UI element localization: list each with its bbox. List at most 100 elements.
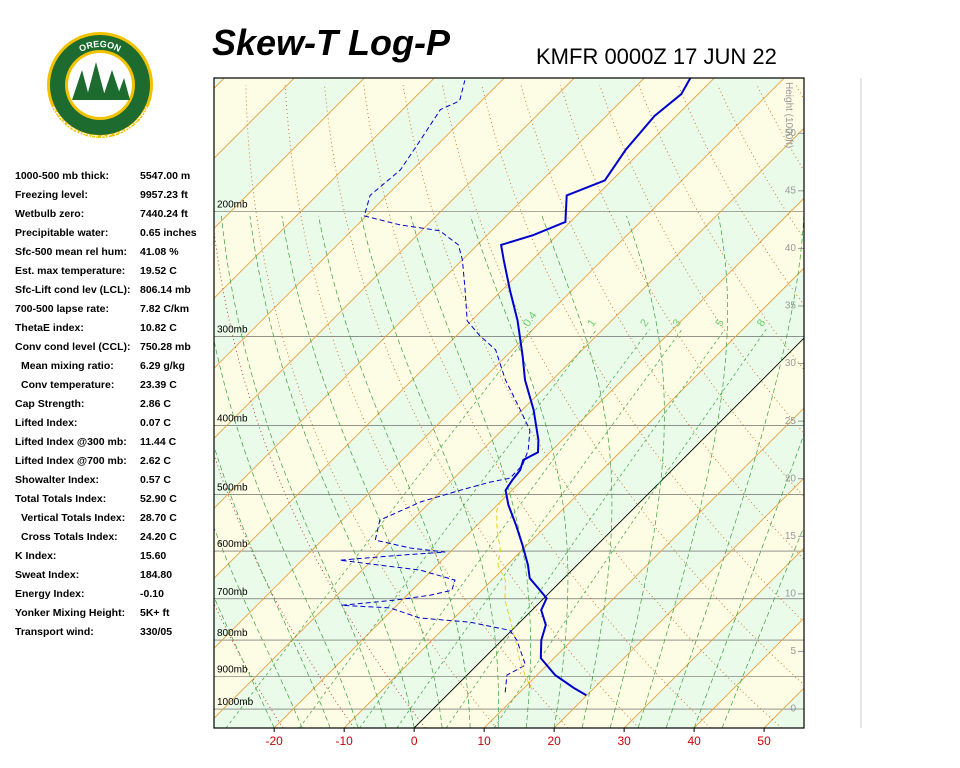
index-value: 0.65 inches [140,227,197,239]
index-label: ThetaE index: [15,322,84,334]
y-tick-label: 300mb [217,325,248,336]
index-label: Total Totals Index: [15,493,106,505]
index-value: 7440.24 ft [140,208,188,220]
index-label: Precipitable water: [15,227,108,239]
dry-adiabat [363,85,711,728]
isotherm [214,78,575,439]
index-value: 28.70 C [140,512,177,524]
sounding-trace [496,490,533,691]
moist-adiabat [214,526,303,728]
x-tick-label: 20 [547,734,561,748]
isotherm [214,78,505,369]
index-label: Freezing level: [15,189,88,201]
moist-adiabat [541,215,613,728]
index-label: Sfc-Lift cond lev (LCL): [15,284,131,296]
mixing-ratio-label: 8 [755,317,768,329]
index-label: Sweat Index: [15,569,79,581]
y2-tick-label: 0 [790,704,796,715]
isotherm [214,127,804,719]
index-value: 6.29 g/kg [140,360,185,372]
dry-adiabat [795,84,804,101]
index-label: Yonker Mixing Height: [15,607,125,619]
x-tick-label: 50 [757,734,771,748]
y2-tick-label: 10 [785,588,797,599]
dry-adiabat [599,84,804,435]
isotherm [214,78,435,299]
x-tick-label: 30 [617,734,631,748]
isotherm [483,407,804,728]
logo-top: OREGON [77,39,122,54]
y2-tick-label: 40 [785,243,797,254]
moist-adiabat [693,433,804,728]
y2-tick-label: 45 [785,185,797,196]
isotherm [214,78,365,229]
index-label: Sfc-500 mean rel hum: [15,246,127,258]
index-label: K Index: [15,550,56,562]
index-value: 10.82 C [140,322,177,334]
x-tick-label: 0 [411,734,418,748]
index-value: 52.90 C [140,493,177,505]
dry-adiabat [520,84,804,561]
y2-tick-label: 50 [785,128,797,139]
y-tick-label: 500mb [217,483,248,494]
y-tick-label: 900mb [217,665,248,676]
index-value: 806.14 mb [140,284,191,296]
x-tick-label: -10 [336,734,354,748]
index-value: 5547.00 m [140,170,190,182]
index-label: Vertical Totals Index: [21,512,125,524]
y2-tick-label: 35 [785,301,797,312]
index-label: Cross Totals Index: [21,531,118,543]
x-tick-label: -20 [266,734,284,748]
index-value: 7.82 C/km [140,303,189,315]
moist-adiabat [470,215,569,728]
isotherm [623,547,804,728]
index-value: 23.39 C [140,379,177,391]
moist-adiabat [721,526,804,728]
isotherm-band [214,128,804,728]
index-value: 5K+ ft [140,607,170,619]
plot-frame [213,77,805,729]
index-label: Lifted Index @700 mb: [15,455,127,467]
dry-adiabat [875,85,960,728]
index-value: 19.52 C [140,265,177,277]
moist-adiabat [249,215,415,728]
index-label: Lifted Index: [15,417,77,429]
title: Skew-T Log-P [212,22,451,63]
index-label: Wetbulb zero: [15,208,84,220]
y-tick-label: 400mb [217,414,248,425]
isotherm [214,78,645,509]
moist-adiabat [609,215,665,728]
x-tick-label: 10 [477,734,491,748]
index-value: 184.80 [140,569,172,581]
logo-top-text: OREGON [77,39,122,54]
y-tick-label: 800mb [217,628,248,639]
index-label: Energy Index: [15,588,84,600]
index-label: Lifted Index @300 mb: [15,436,127,448]
isotherm [834,78,960,728]
dry-adiabat [214,227,426,728]
index-value: -0.10 [140,588,164,600]
sounding-trace [339,80,531,693]
index-value: 11.44 C [140,436,177,448]
index-label: Cap Strength: [15,398,84,410]
index-label: Mean mixing ratio: [21,360,114,372]
isotherm [214,78,715,579]
index-label: Conv cond level (CCL): [15,341,131,353]
y-tick-label: 1000mb [217,697,254,708]
logo: OREGON DEPARTMENT OF FORESTRY [47,32,153,143]
moist-adiabat [410,215,531,728]
dry-adiabat [914,85,960,728]
dry-adiabat [836,85,960,728]
moist-adiabat [221,215,387,728]
isotherm [553,477,804,728]
mixing-ratio-label: 1 [585,317,598,329]
moist-adiabat [665,215,804,728]
index-value: 0.57 C [140,474,171,486]
mixing-ratio-line [225,329,533,728]
y-tick-label: 700mb [217,587,248,598]
dry-adiabat [441,85,804,686]
isotherm [343,267,804,728]
y2-tick-label: 15 [785,531,797,542]
index-label: 1000-500 mb thick: [15,170,109,182]
